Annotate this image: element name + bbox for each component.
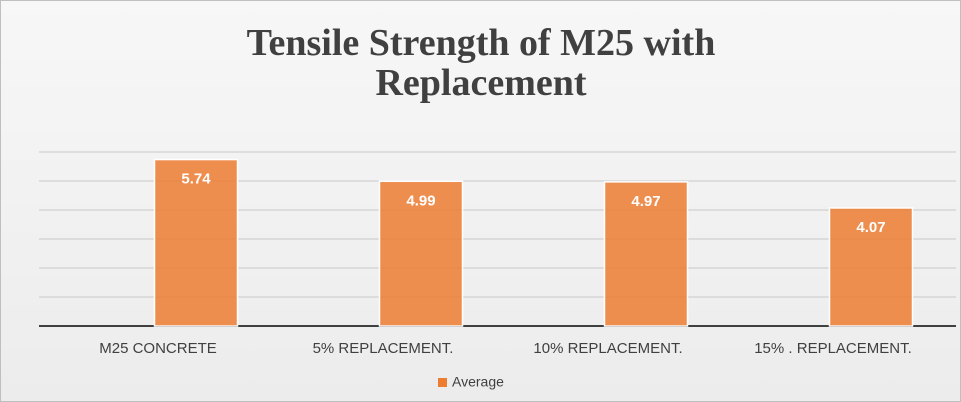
data-label: 4.07 (856, 219, 885, 236)
bar (153, 158, 239, 327)
legend-swatch (438, 378, 447, 387)
chart-title: Tensile Strength of M25 with Replacement (246, 22, 716, 104)
data-label: 4.97 (631, 193, 660, 210)
bar (828, 207, 914, 327)
data-label: 4.99 (406, 192, 435, 209)
data-label: 5.74 (181, 171, 211, 188)
x-tick-label: 10% REPLACEMENT. (533, 340, 682, 357)
legend-label: Average (452, 374, 504, 390)
x-tick-label: M25 CONCRETE (99, 340, 217, 357)
x-tick-label: 5% REPLACEMENT. (313, 340, 454, 357)
bar (378, 180, 464, 327)
x-tick-label: 15% . REPLACEMENT. (754, 340, 912, 357)
bar (603, 181, 689, 327)
